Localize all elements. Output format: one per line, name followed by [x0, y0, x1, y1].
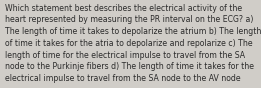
Text: length of time for the electrical impulse to travel from the SA: length of time for the electrical impuls…: [5, 51, 245, 60]
Text: node to the Purkinje fibers d) The length of time it takes for the: node to the Purkinje fibers d) The lengt…: [5, 62, 254, 71]
Text: of time it takes for the atria to depolarize and repolarize c) The: of time it takes for the atria to depola…: [5, 39, 252, 48]
Text: heart represented by measuring the PR interval on the ECG? a): heart represented by measuring the PR in…: [5, 15, 253, 24]
Text: The length of time it takes to depolarize the atrium b) The length: The length of time it takes to depolariz…: [5, 27, 261, 36]
Text: electrical impulse to travel from the SA node to the AV node: electrical impulse to travel from the SA…: [5, 74, 240, 83]
Text: Which statement best describes the electrical activity of the: Which statement best describes the elect…: [5, 4, 242, 12]
